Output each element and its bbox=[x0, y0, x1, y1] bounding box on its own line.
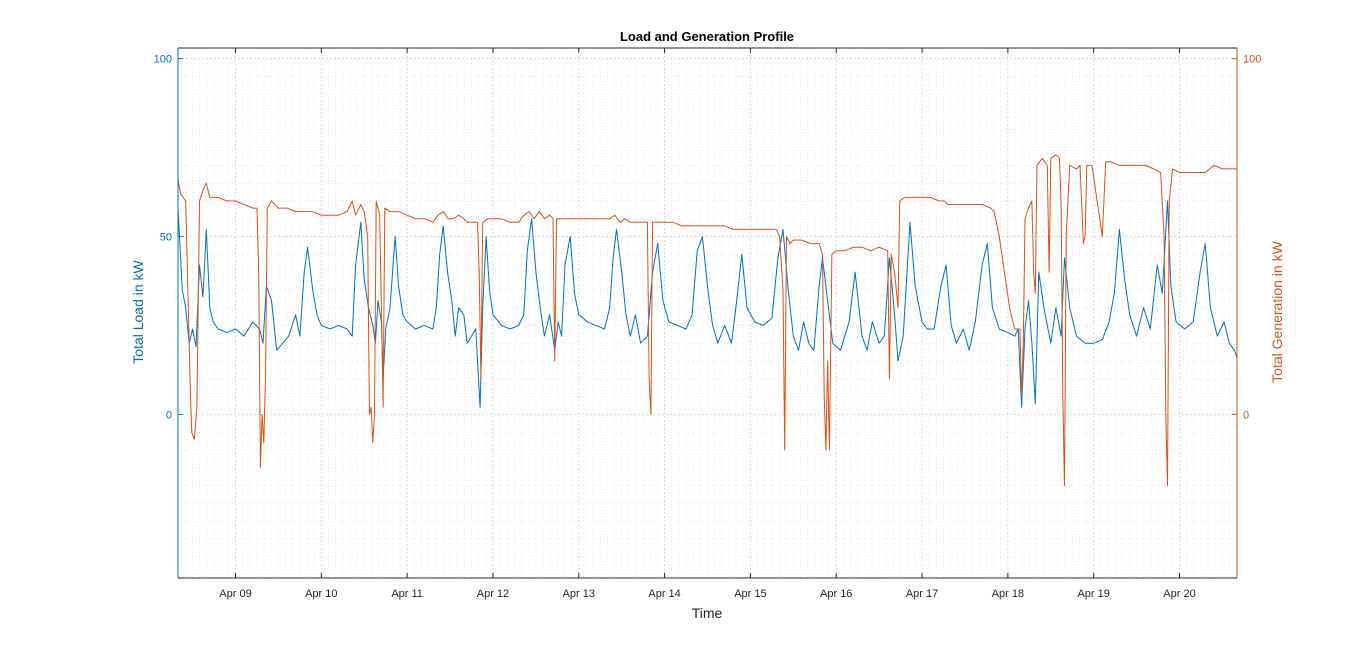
x-tick-label: Apr 09 bbox=[219, 588, 251, 600]
x-tick-label: Apr 11 bbox=[391, 588, 423, 600]
x-tick-label: Apr 15 bbox=[734, 588, 766, 600]
left-axis-label: Total Load in kW bbox=[130, 259, 146, 363]
x-tick-label: Apr 19 bbox=[1077, 588, 1109, 600]
left-y-tick-label: 50 bbox=[160, 232, 172, 244]
load-series-line bbox=[177, 200, 1238, 408]
x-tick-label: Apr 17 bbox=[906, 588, 938, 600]
x-tick-label: Apr 10 bbox=[305, 588, 337, 600]
right-axis-label: Total Generation in kW bbox=[1269, 240, 1285, 382]
x-tick-label: Apr 20 bbox=[1163, 588, 1195, 600]
chart-title: Load and Generation Profile bbox=[620, 29, 794, 44]
plot-area: Apr 09 Apr 10 Apr 11 Apr 12 Apr 13 Apr 14 Apr … bbox=[154, 47, 1261, 600]
grid bbox=[177, 48, 1238, 578]
x-tick-label: Apr 12 bbox=[477, 588, 509, 600]
x-tick-label: Apr 14 bbox=[648, 588, 680, 600]
x-tick-label: Apr 18 bbox=[992, 588, 1024, 600]
right-y-tick-label: 0 bbox=[1243, 409, 1249, 421]
left-y-tick-label: 0 bbox=[166, 409, 172, 421]
generation-series-line bbox=[177, 154, 1237, 486]
x-tick-label: Apr 16 bbox=[820, 588, 852, 600]
x-tick-label: Apr 13 bbox=[563, 588, 595, 600]
left-y-tick-label: 100 bbox=[154, 54, 172, 66]
x-axis-label: Time bbox=[692, 605, 723, 621]
right-y-tick-label: 100 bbox=[1243, 54, 1261, 66]
